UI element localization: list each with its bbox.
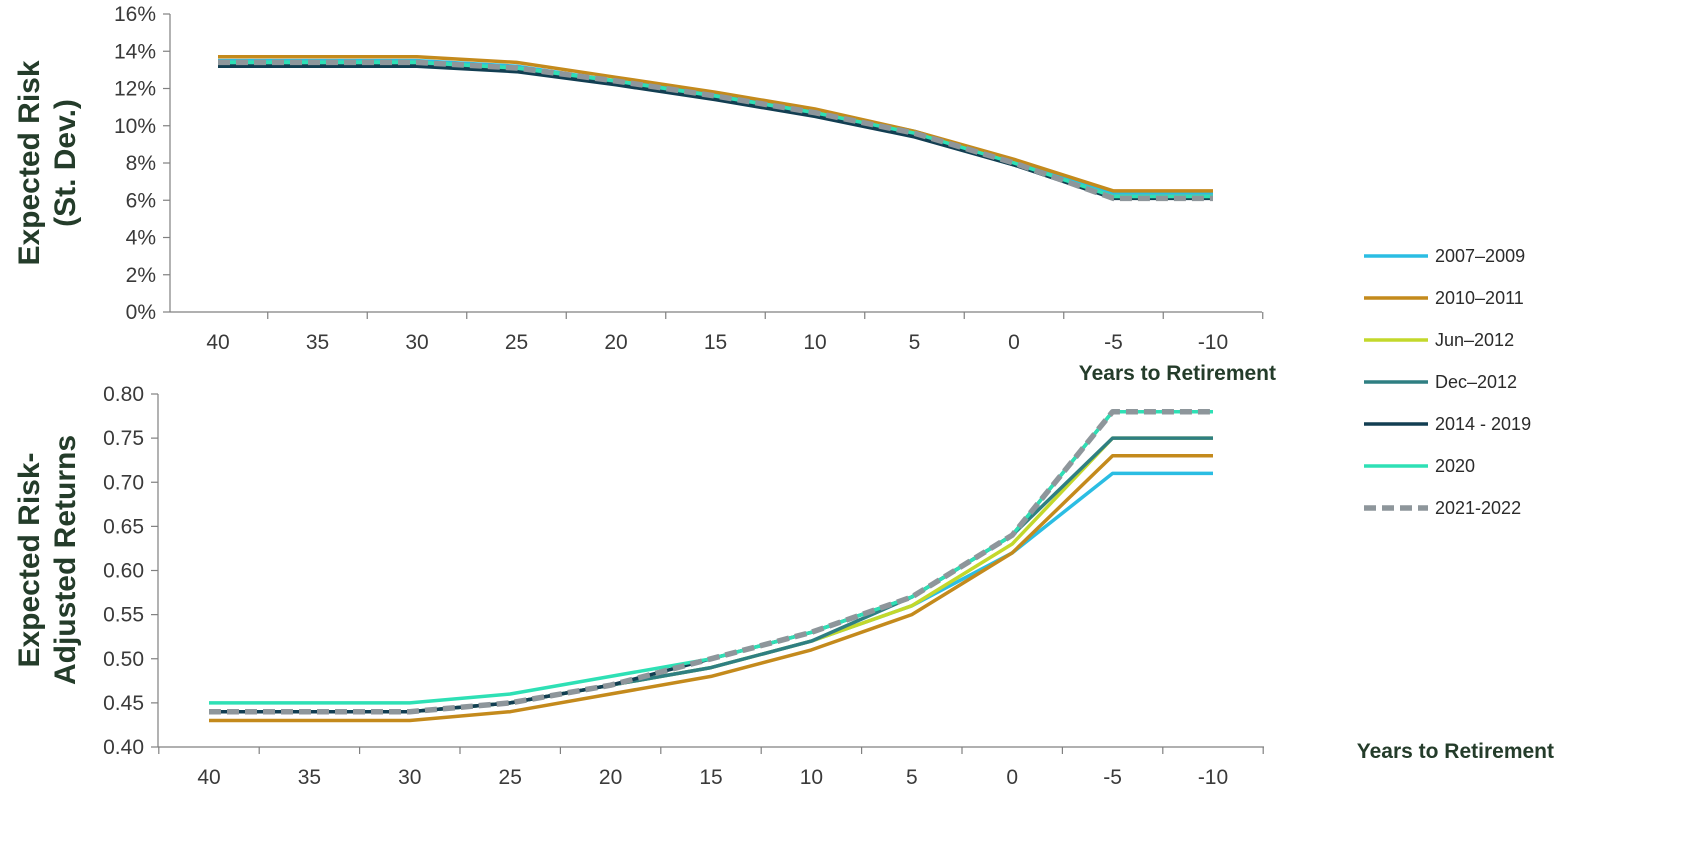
y-tick-label: 6% [126,189,156,212]
x-tick-label: 35 [298,766,321,789]
legend-label: 2020 [1435,456,1475,476]
series-line-2007-2009 [218,58,1213,195]
legend-item: Dec–2012 [1364,372,1517,392]
x-tick-label: 35 [306,331,329,354]
series-line-2014-2019 [218,64,1213,201]
y-tick-label: 0.45 [103,692,144,715]
series-line-2010-2011 [218,55,1213,193]
y-axis-title-line: (St. Dev.) [49,99,82,227]
legend-item: 2021-2022 [1364,498,1521,518]
y-tick-label: 2% [126,264,156,287]
y-axis-title-line: Expected Risk- [13,452,46,667]
x-tick-label: -10 [1198,331,1228,354]
y-tick-label: 0.40 [103,736,144,759]
x-tick-label: 10 [803,331,826,354]
x-tick-label: 10 [800,766,823,789]
y-tick-label: 10% [114,115,156,138]
y-tick-label: 0.70 [103,471,144,494]
legend: 2007–2009 2010–2011 Jun–2012 Dec–2012 2014 -… [1364,246,1531,518]
legend-item: 2007–2009 [1364,246,1525,266]
y-tick-label: 0.75 [103,427,144,450]
series-line-2021-2022 [218,59,1213,202]
legend-label: Dec–2012 [1435,372,1517,392]
x-tick-label: 30 [405,331,428,354]
legend-label: 2014 - 2019 [1435,414,1531,434]
series-line-2010-2011 [209,454,1213,723]
x-tick-label: 5 [909,331,921,354]
series-line-dec-2012 [209,436,1213,714]
legend-label: 2010–2011 [1435,288,1524,308]
x-axis-title: Years to Retirement [1079,362,1276,385]
y-tick-label: 0.65 [103,515,144,538]
y-axis-title-line: Adjusted Returns [49,435,82,685]
x-tick-label: 40 [197,766,220,789]
x-tick-label: 20 [599,766,622,789]
chart-panel-2: 0.40 0.45 0.50 0.55 0.60 0.65 0.70 0.75 0.80 40 35… [13,383,1554,789]
legend-item: Jun–2012 [1364,330,1514,350]
y-tick-label: 14% [114,40,156,63]
y-tick-label: 4% [126,227,156,250]
x-tick-label: 40 [206,331,229,354]
legend-item: 2010–2011 [1364,288,1524,308]
y-axis-title: Expected Risk- Adjusted Returns [13,435,82,685]
x-tick-label: 5 [906,766,918,789]
chart-panel-1: 0% 2% 4% 6% 8% 10% 12% 14% 16% 40 35 30 25 20 15 10 5 0 -5… [13,3,1276,385]
legend-label: Jun–2012 [1435,330,1514,350]
x-tick-label: 0 [1006,766,1018,789]
y-axis-title-line: Expected Risk [13,60,46,265]
x-tick-label: 30 [398,766,421,789]
legend-item: 2020 [1364,456,1475,476]
y-tick-label: 8% [126,152,156,175]
legend-item: 2014 - 2019 [1364,414,1531,434]
y-tick-label: 0% [126,301,156,324]
y-tick-label: 0.80 [103,383,144,406]
y-tick-label: 0.50 [103,648,144,671]
legend-label: 2007–2009 [1435,246,1525,266]
x-tick-label: 20 [604,331,627,354]
y-axis-title: Expected Risk (St. Dev.) [13,60,82,265]
x-axis-title: Years to Retirement [1357,740,1554,763]
x-tick-label: -10 [1198,766,1228,789]
x-tick-label: 15 [699,766,722,789]
x-tick-label: -5 [1104,331,1123,354]
x-tick-label: -5 [1103,766,1122,789]
x-tick-label: 15 [704,331,727,354]
x-tick-label: 25 [499,766,522,789]
legend-label: 2021-2022 [1435,498,1521,518]
y-tick-label: 0.55 [103,604,144,627]
x-tick-label: 0 [1008,331,1020,354]
x-tick-label: 25 [505,331,528,354]
series-line-2021-2022 [209,408,1213,715]
series-line-jun-2012 [209,436,1213,714]
y-tick-label: 16% [114,3,156,26]
y-tick-label: 12% [114,78,156,101]
y-tick-label: 0.60 [103,560,144,583]
